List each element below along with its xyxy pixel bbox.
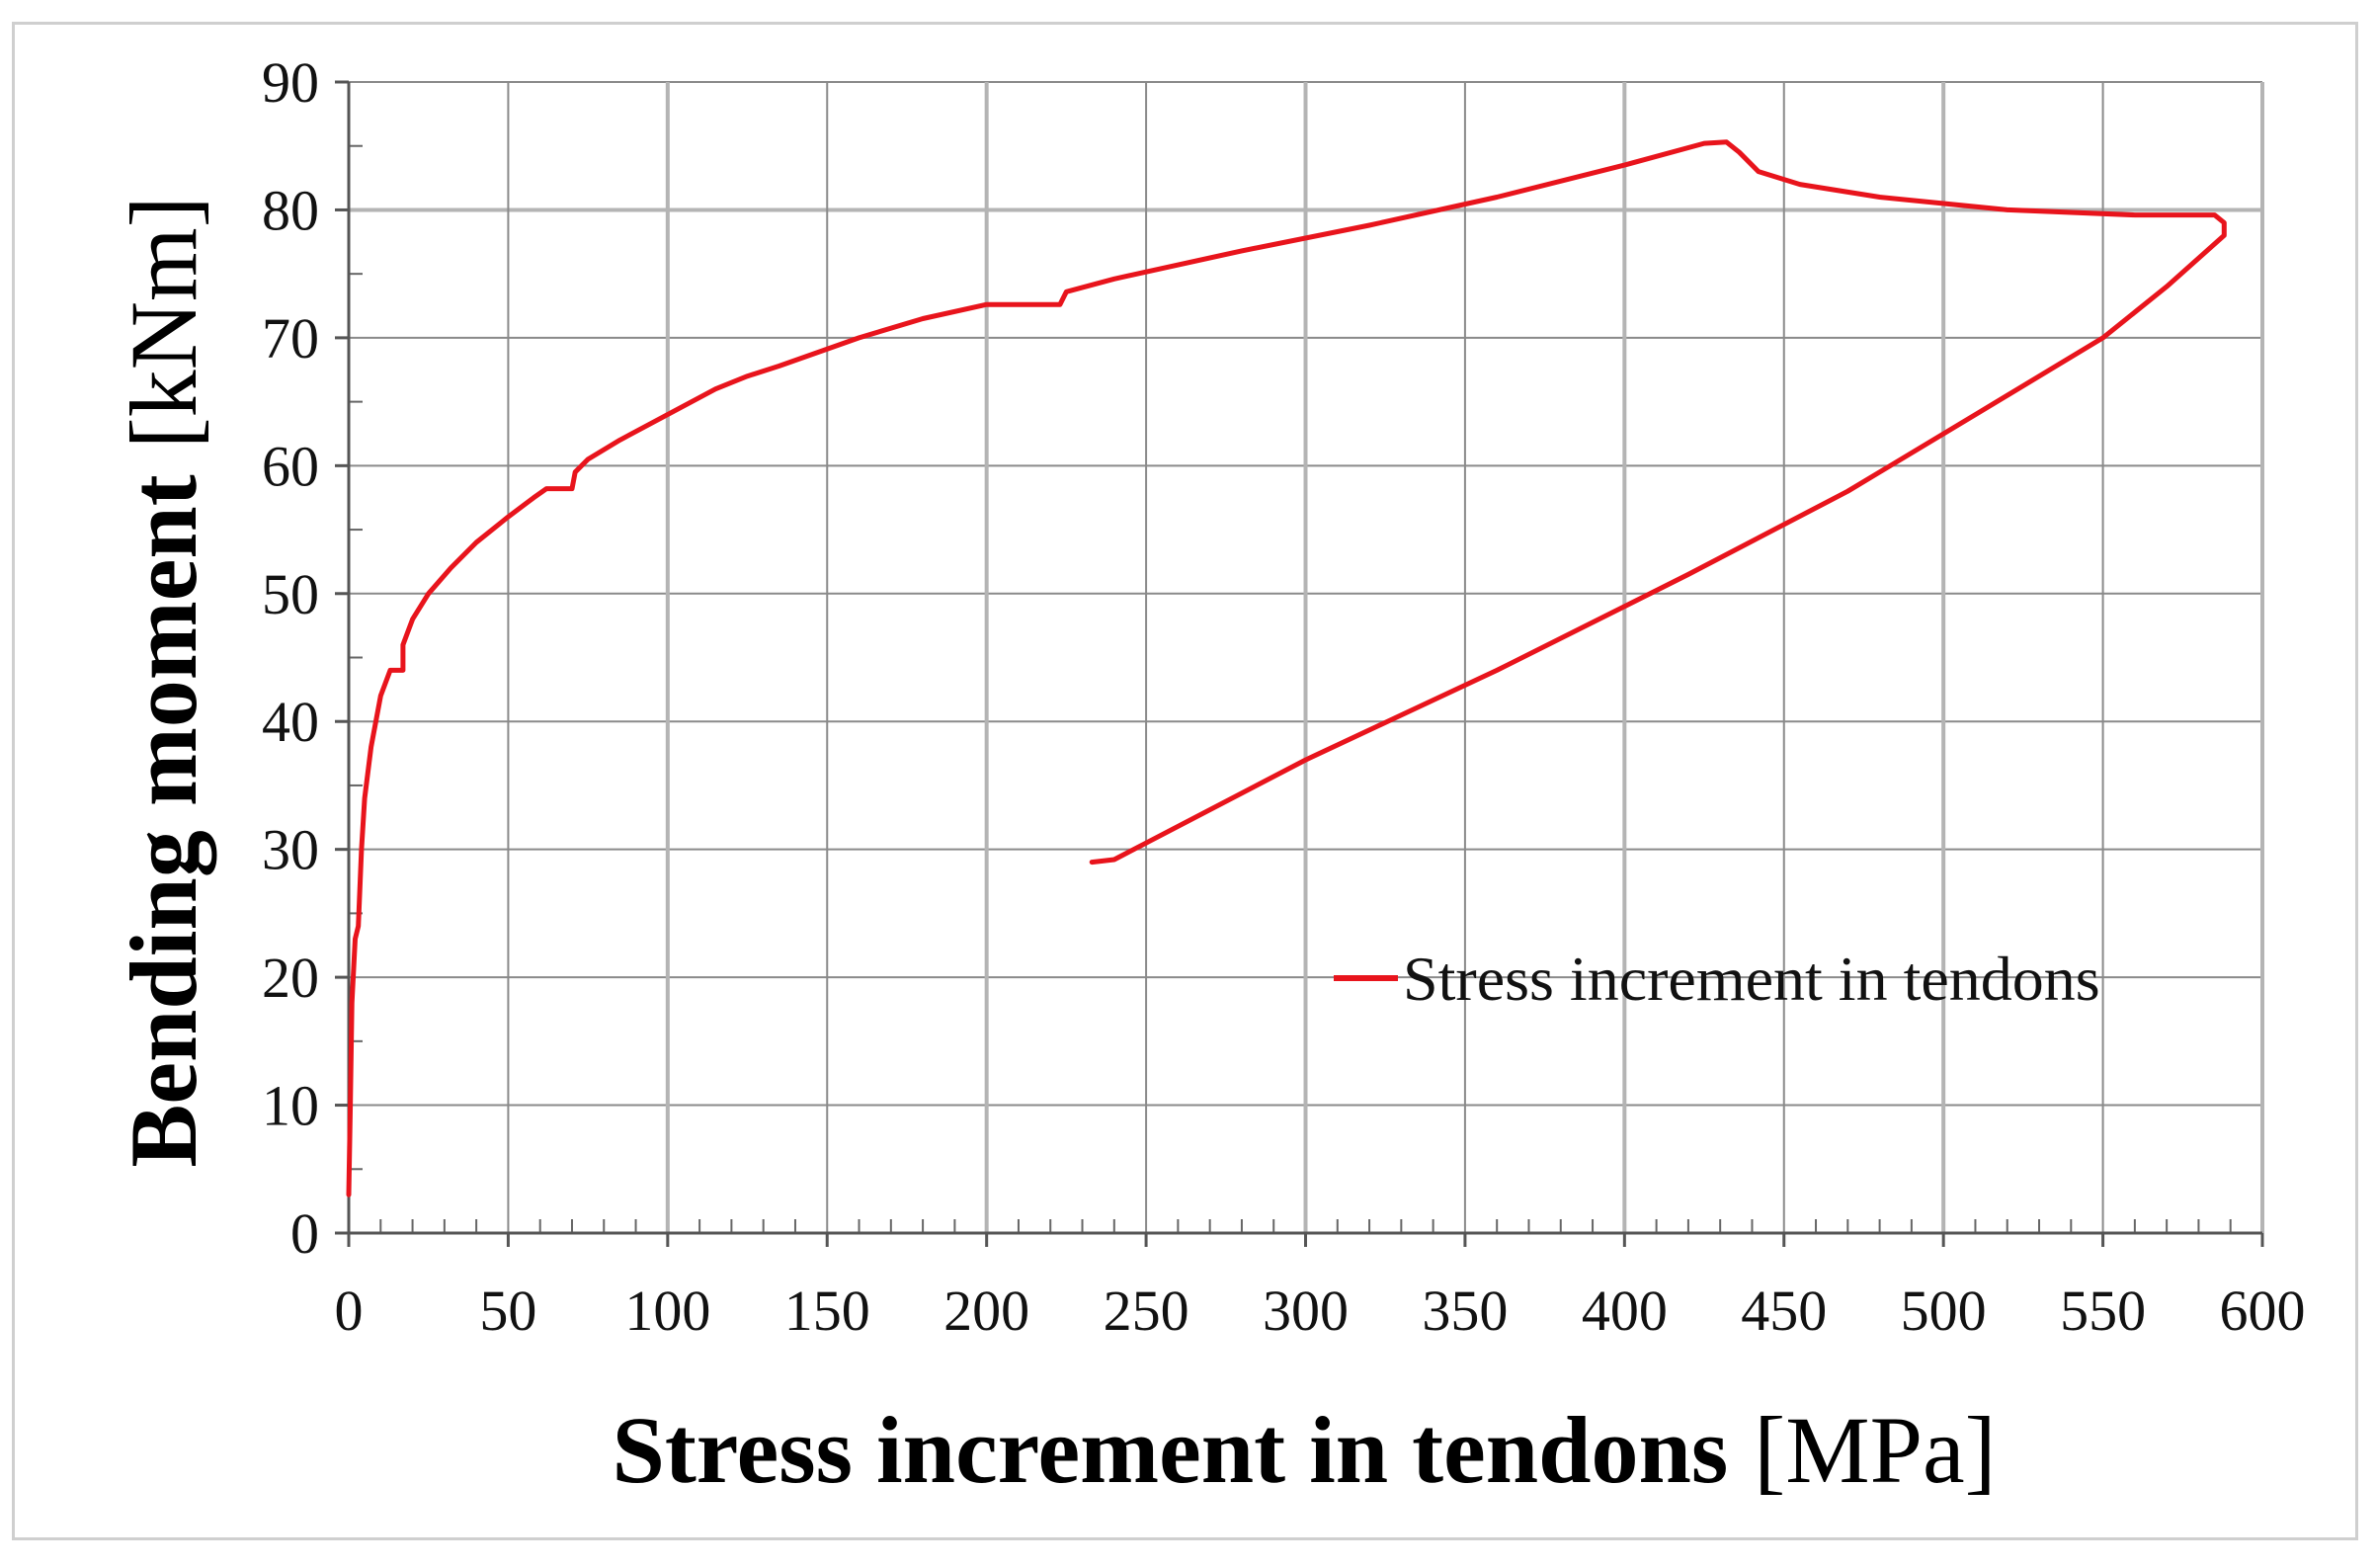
y-tick-label: 60 [262, 434, 319, 498]
y-tick-label: 30 [262, 818, 319, 882]
x-axis-title: Stress increment in tendons [MPa] [612, 1397, 1996, 1503]
legend-label: Stress increment in tendons [1403, 944, 2100, 1014]
y-axis-title: Bending moment [kNm] [111, 196, 216, 1167]
y-tick-label: 70 [262, 306, 319, 371]
x-tick-label: 350 [1422, 1279, 1508, 1343]
x-tick-label: 300 [1263, 1279, 1349, 1343]
y-tick-label: 40 [262, 690, 319, 754]
x-tick-label: 200 [943, 1279, 1029, 1343]
y-tick-label: 10 [262, 1074, 319, 1138]
x-tick-label: 100 [624, 1279, 710, 1343]
y-tick-label: 20 [262, 946, 319, 1010]
x-tick-label: 50 [479, 1279, 536, 1343]
x-tick-labels: 0 50 100 150 200 250 300 350 400 450 500 550 600 [335, 1279, 2306, 1343]
y-tick-labels: 0 10 20 30 40 50 60 70 80 90 [262, 50, 319, 1266]
y-axis-title-unit: [kNm] [111, 196, 216, 449]
x-tick-label: 400 [1582, 1279, 1668, 1343]
series-layer [346, 139, 2227, 1197]
y-tick-label: 50 [262, 562, 319, 626]
y-tick-label: 80 [262, 178, 319, 242]
x-tick-label: 250 [1104, 1279, 1189, 1343]
x-tick-label: 150 [784, 1279, 870, 1343]
x-tick-label: 450 [1741, 1279, 1827, 1343]
x-axis-title-main: Stress increment in tendons [612, 1397, 1728, 1503]
chart-frame [12, 22, 2358, 1540]
y-tick-label: 90 [262, 50, 319, 115]
y-axis-title-main: Bending moment [111, 474, 216, 1167]
x-tick-label: 600 [2220, 1279, 2306, 1343]
series-line [346, 139, 2227, 1197]
gridlines [349, 81, 2264, 1233]
minor-ticks [349, 144, 2232, 1233]
x-axis-title-unit: [MPa] [1754, 1397, 1996, 1503]
x-tick-label: 0 [335, 1279, 364, 1343]
y-tick-label: 0 [290, 1201, 319, 1266]
axes [335, 80, 2264, 1247]
x-tick-label: 550 [2060, 1279, 2146, 1343]
legend: Stress increment in tendons [1334, 944, 2100, 1014]
x-tick-label: 500 [1901, 1279, 1987, 1343]
